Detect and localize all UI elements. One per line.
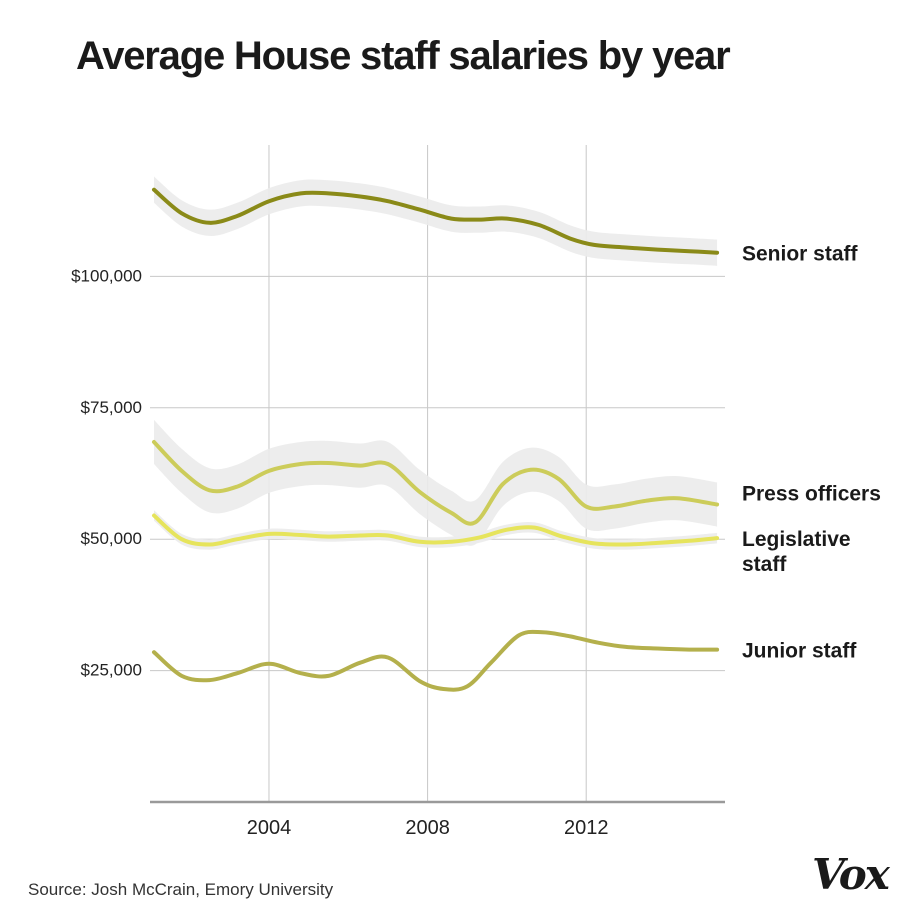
x-tick-label-2004: 2004 [247,817,292,839]
series-labels: Senior staff Press officers Legislative sta… [742,243,881,663]
series-label-press-officers: Press officers [742,483,881,506]
series-label-legislative-staff: Legislative staff [742,528,851,576]
series-label-line: Press officers [742,483,881,506]
series-label-line: Senior staff [742,243,859,266]
vox-logo: Vox [812,850,890,899]
series-label-line: Legislative [742,528,851,551]
band-press-officers [154,419,718,546]
y-tick-label-50000: $50,000 [81,529,142,548]
axis-layer: 2004 2008 2012 $25,000 $50,000 $75,000 $100,00… [71,266,725,839]
series-label-line: Junior staff [742,640,857,663]
line-senior-staff [152,187,720,255]
y-tick-label-100000: $100,000 [71,266,142,285]
x-tick-label-2012: 2012 [564,817,609,839]
confidence-bands [154,176,718,550]
series-label-line: staff [742,553,787,576]
y-tick-label-75000: $75,000 [81,398,142,417]
y-tick-label-25000: $25,000 [81,661,142,680]
series-label-senior-staff: Senior staff [742,243,859,266]
series-lines [152,187,720,692]
series-label-junior-staff: Junior staff [742,640,857,663]
source-note: Source: Josh McCrain, Emory University [28,880,334,899]
line-press-officers [152,440,720,526]
band-senior-staff [154,176,718,266]
line-junior-staff [152,629,720,692]
x-tick-label-2008: 2008 [405,817,450,839]
chart-title: Average House staff salaries by year [76,34,731,78]
line-legislative-staff [152,513,720,547]
